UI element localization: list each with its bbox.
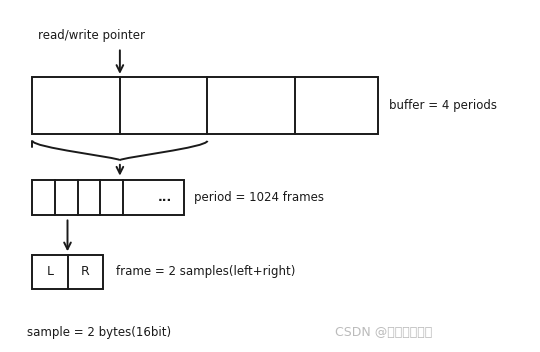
Text: buffer = 4 periods: buffer = 4 periods <box>389 99 497 112</box>
Text: ...: ... <box>158 191 172 203</box>
Bar <box>32 255 103 289</box>
Text: R: R <box>80 265 90 278</box>
Text: L: L <box>46 265 53 278</box>
Text: CSDN @行稳方能走远: CSDN @行稳方能走远 <box>335 326 432 339</box>
Text: frame = 2 samples(left+right): frame = 2 samples(left+right) <box>116 265 295 278</box>
Text: sample = 2 bytes(16bit): sample = 2 bytes(16bit) <box>27 326 171 339</box>
Text: read/write pointer: read/write pointer <box>38 29 145 42</box>
Bar <box>32 77 378 134</box>
Bar <box>32 180 184 215</box>
Text: period = 1024 frames: period = 1024 frames <box>194 191 325 203</box>
